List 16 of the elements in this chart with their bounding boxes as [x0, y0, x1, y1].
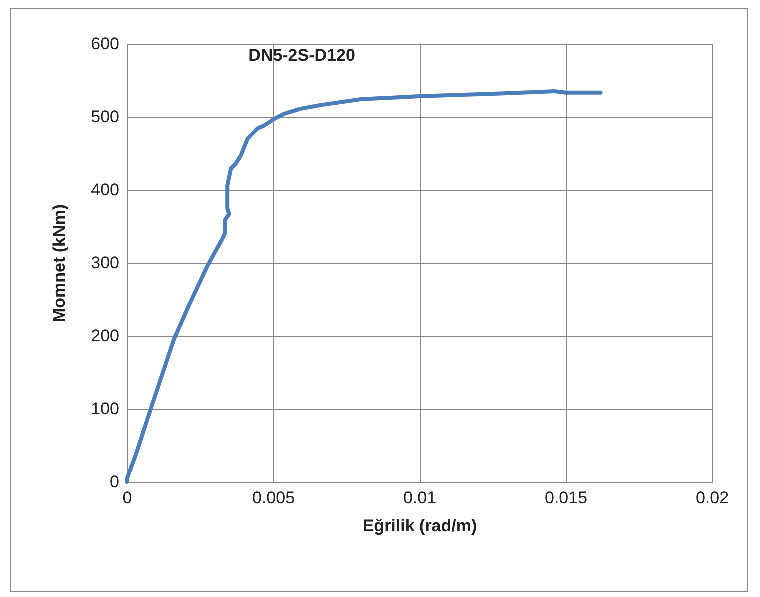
- y-tick-label: 300: [91, 254, 120, 272]
- x-axis-title: Eğrilik (rad/m): [362, 516, 478, 536]
- y-tick-label: 100: [91, 400, 120, 418]
- x-tick-label: 0: [122, 488, 132, 508]
- y-tick-label: 400: [91, 180, 120, 200]
- x-tick-label: 0.015: [544, 488, 588, 508]
- y-tick-label: 200: [91, 326, 120, 346]
- x-tick-label: 0.01: [403, 488, 437, 508]
- y-tick-label: 500: [91, 108, 120, 126]
- y-tick-label: 0: [110, 472, 120, 492]
- y-tick-label: 600: [91, 34, 120, 54]
- y-axis-title: Momnet (kNm): [50, 204, 70, 323]
- x-tick-label: 0.02: [696, 488, 730, 508]
- chart-title: DN5-2S-D120: [248, 46, 356, 65]
- x-tick-label: 0.005: [252, 488, 296, 508]
- line-series: [125, 89, 603, 484]
